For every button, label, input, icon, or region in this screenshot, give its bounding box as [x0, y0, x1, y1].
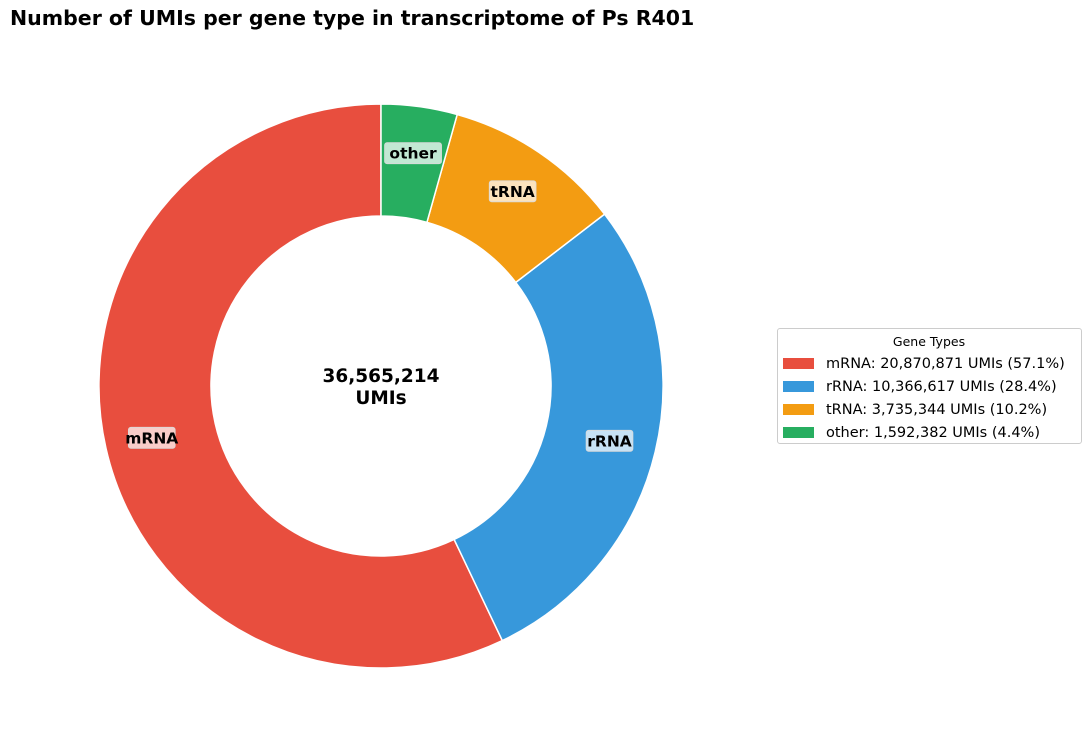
slice-label-box [488, 180, 537, 203]
slice-labels-layer: mRNA rRNA tRNA other [125, 142, 634, 452]
legend-entry-rRNA: rRNA: 10,366,617 UMIs (28.4%) [783, 375, 1075, 398]
legend-entries: mRNA: 20,870,871 UMIs (57.1%) rRNA: 10,36… [783, 352, 1075, 444]
chart-title: Number of UMIs per gene type in transcri… [10, 6, 695, 30]
slice-label-text: other [389, 145, 437, 163]
legend-swatch [783, 427, 814, 438]
slice-label-tRNA: tRNA [488, 180, 537, 203]
slice-label-mRNA: mRNA [125, 426, 178, 449]
slice-rRNA [453, 213, 664, 642]
center-total-value: 36,565,214 [322, 366, 439, 387]
slices-layer [98, 103, 664, 669]
legend-label: other: 1,592,382 UMIs (4.4%) [826, 424, 1040, 441]
slice-label-box [585, 429, 634, 452]
legend-entry-other: other: 1,592,382 UMIs (4.4%) [783, 421, 1075, 444]
center-total-unit: UMIs [355, 388, 406, 409]
legend-swatch [783, 404, 814, 415]
legend: Gene Types mRNA: 20,870,871 UMIs (57.1%)… [777, 328, 1082, 444]
slice-label-other: other [384, 142, 442, 165]
slice-label-rRNA: rRNA [585, 429, 634, 452]
slice-label-box [127, 426, 176, 449]
legend-title: Gene Types [892, 334, 966, 349]
slice-label-box [384, 142, 442, 165]
slice-label-text: tRNA [490, 183, 534, 201]
legend-label: tRNA: 3,735,344 UMIs (10.2%) [826, 401, 1048, 418]
legend-swatch [783, 381, 814, 392]
legend-swatch [783, 358, 814, 369]
legend-label: mRNA: 20,870,871 UMIs (57.1%) [826, 355, 1065, 372]
legend-entry-tRNA: tRNA: 3,735,344 UMIs (10.2%) [783, 398, 1075, 421]
slice-label-text: rRNA [587, 432, 632, 450]
legend-label: rRNA: 10,366,617 UMIs (28.4%) [826, 378, 1057, 395]
slice-mRNA [98, 103, 504, 669]
legend-entry-mRNA: mRNA: 20,870,871 UMIs (57.1%) [783, 352, 1075, 375]
slice-label-text: mRNA [125, 429, 178, 447]
